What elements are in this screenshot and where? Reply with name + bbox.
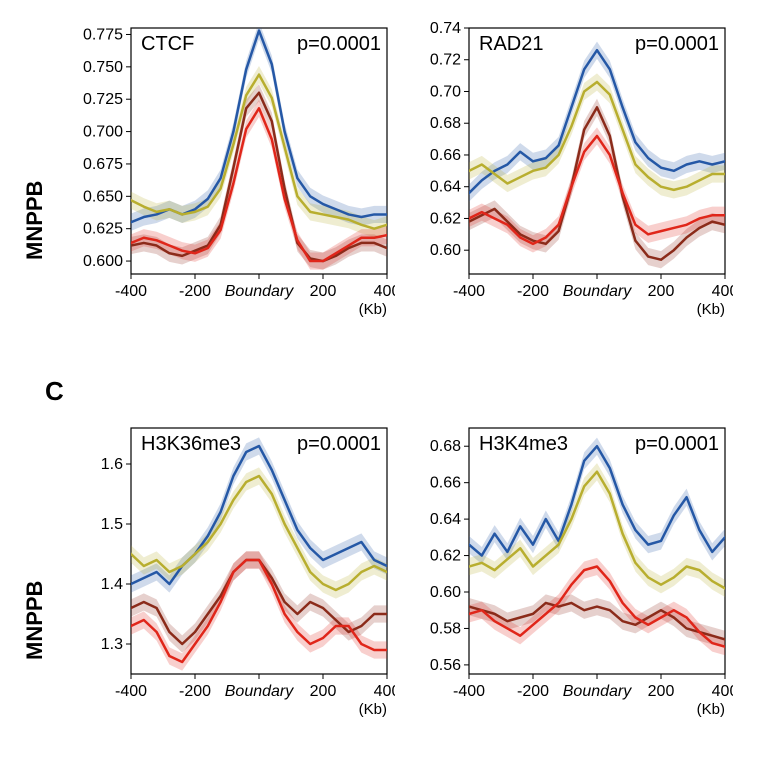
figure-root: MNPPB MNPPB C 0.6000.6250.6500.6750.7000…: [0, 0, 763, 761]
xtick-label: 400: [712, 683, 733, 700]
ytick-label: 0.66: [430, 147, 461, 164]
ytick-label: 0.74: [430, 20, 461, 37]
ytick-label: 0.68: [430, 438, 461, 455]
ytick-label: 0.62: [430, 210, 461, 227]
xtick-label: Boundary: [563, 683, 632, 700]
panel-rad21: 0.60 0.62 0.64 0.66 0.68 0.70 0.72 0.74 -400 -200…: [413, 20, 733, 330]
ytick-label: 0.58: [430, 620, 461, 637]
xtick-label: 200: [648, 683, 675, 700]
ytick-label: 0.725: [83, 91, 123, 108]
xtick-label: -200: [517, 283, 549, 300]
x-sublabel: (Kb): [697, 701, 725, 718]
panel-pvalue: p=0.0001: [297, 33, 381, 55]
xtick-label: -200: [179, 283, 211, 300]
x-sublabel: (Kb): [359, 701, 387, 718]
ytick-label: 0.66: [430, 475, 461, 492]
xtick-label: -400: [453, 283, 485, 300]
ytick-label: 0.56: [430, 657, 461, 674]
ytick-label: 0.675: [83, 156, 123, 173]
ytick-label: 0.650: [83, 188, 123, 205]
x-sublabel: (Kb): [697, 301, 725, 318]
panel-pvalue: p=0.0001: [297, 433, 381, 455]
ytick-label: 0.600: [83, 253, 123, 270]
panel-h3k4me3: 0.56 0.58 0.60 0.62 0.64 0.66 0.68 -400 -200 Boun…: [413, 420, 733, 730]
panel-h3k36me3: 1.3 1.4 1.5 1.6 -400 -200 Boundary 200 400(Kb) H3…: [75, 420, 395, 730]
panel-pvalue: p=0.0001: [635, 433, 719, 455]
xtick-label: 400: [374, 283, 395, 300]
xtick-label: -200: [517, 683, 549, 700]
panel-title: H3K4me3: [479, 433, 568, 455]
xtick-label: 400: [374, 683, 395, 700]
xtick-label: Boundary: [225, 683, 294, 700]
panel-pvalue: p=0.0001: [635, 33, 719, 55]
ytick-label: 0.625: [83, 221, 123, 238]
xtick-label: -400: [115, 283, 147, 300]
ytick-label: 0.68: [430, 115, 461, 132]
row-label-c: C: [45, 376, 64, 407]
ytick-label: 1.5: [101, 516, 123, 533]
xtick-label: -200: [179, 683, 211, 700]
yaxis-label-bottom: MNPPB: [22, 581, 48, 660]
panel-title: RAD21: [479, 33, 543, 55]
ytick-label: 0.775: [83, 26, 123, 43]
ytick-label: 0.72: [430, 52, 461, 69]
ytick-label: 0.60: [430, 584, 461, 601]
xtick-label: 200: [648, 283, 675, 300]
ytick-label: 0.700: [83, 124, 123, 141]
panel-svg-ctcf: 0.600 0.625 0.650 0.675 0.700 0.725 0.750 0.775…: [75, 20, 395, 330]
panel-title: CTCF: [141, 33, 194, 55]
ytick-label: 0.64: [430, 179, 461, 196]
panel-svg-h3k4me3: 0.56 0.58 0.60 0.62 0.64 0.66 0.68 -400 -200 Boun…: [413, 420, 733, 730]
ytick-label: 0.62: [430, 548, 461, 565]
xtick-label: -400: [453, 683, 485, 700]
xtick-label: 200: [310, 683, 337, 700]
panel-title: H3K36me3: [141, 433, 241, 455]
xtick-label: 200: [310, 283, 337, 300]
ytick-label: 0.64: [430, 511, 461, 528]
ytick-label: 0.750: [83, 59, 123, 76]
x-sublabel: (Kb): [359, 301, 387, 318]
panel-ctcf: 0.600 0.625 0.650 0.675 0.700 0.725 0.750 0.775…: [75, 20, 395, 330]
xtick-label: -400: [115, 683, 147, 700]
xtick-label: 400: [712, 283, 733, 300]
yaxis-label-top: MNPPB: [22, 181, 48, 260]
panel-svg-h3k36me3: 1.3 1.4 1.5 1.6 -400 -200 Boundary 200 400(Kb) H3…: [75, 420, 395, 730]
xtick-label: Boundary: [563, 283, 632, 300]
ytick-label: 1.3: [101, 636, 123, 653]
ytick-label: 0.70: [430, 83, 461, 100]
panel-svg-rad21: 0.60 0.62 0.64 0.66 0.68 0.70 0.72 0.74 -400 -200…: [413, 20, 733, 330]
xtick-label: Boundary: [225, 283, 294, 300]
ytick-label: 1.6: [101, 456, 123, 473]
ytick-label: 1.4: [101, 576, 123, 593]
ytick-label: 0.60: [430, 242, 461, 259]
